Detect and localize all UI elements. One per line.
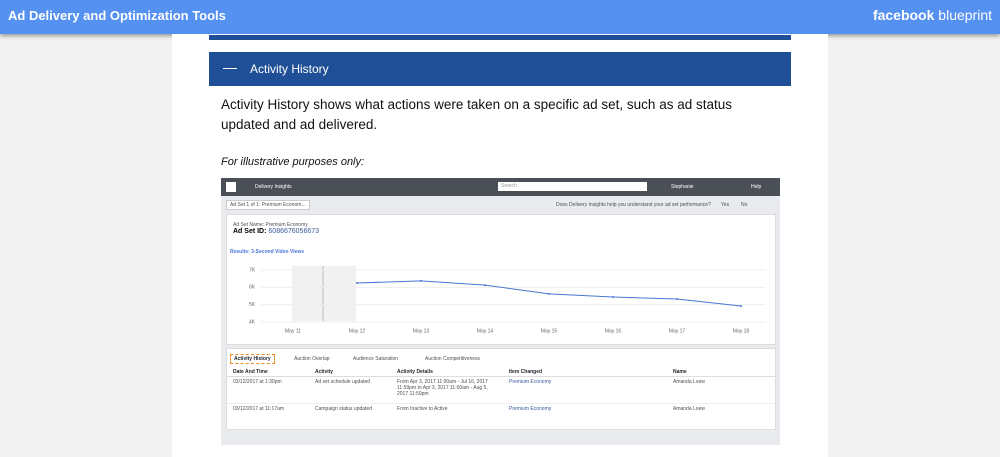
x-tick-label: May 13 — [413, 328, 430, 334]
tab[interactable]: Auction Overlap — [294, 356, 330, 362]
tab[interactable]: Activity History — [230, 354, 275, 364]
column-header: Activity — [315, 369, 334, 375]
note: For illustrative purposes only: — [221, 156, 365, 168]
x-tick-label: May 12 — [349, 328, 366, 334]
y-tick-label: 6K — [249, 285, 256, 291]
row-rule — [227, 403, 775, 404]
dash — [223, 68, 237, 69]
no[interactable]: No — [741, 202, 748, 208]
fb-logo — [226, 182, 236, 192]
y-tick-label: 4K — [249, 319, 256, 325]
cell: Premium Economy — [509, 406, 552, 412]
ad-set-id: Ad Set ID: 6086676056673 — [233, 228, 319, 235]
brand-bold: facebook — [872, 7, 935, 23]
point — [612, 296, 614, 299]
y-tick-label: 5K — [249, 302, 256, 308]
id-value: 6086676056673 — [268, 228, 320, 235]
cell: Premium Economy — [509, 379, 552, 385]
x-tick-label: May 16 — [605, 328, 622, 334]
body-text: Activity History shows what actions were… — [221, 97, 732, 132]
column-header: Name — [673, 369, 687, 375]
header-rule — [227, 376, 775, 377]
x-tick-label: May 17 — [669, 328, 686, 334]
point — [676, 297, 678, 300]
column-header: Date And Time — [233, 369, 268, 375]
cell: Campaign status updated — [315, 406, 372, 412]
column-header: Activity Details — [397, 369, 433, 375]
yes[interactable]: Yes — [721, 202, 730, 208]
y-tick-label: 7K — [249, 267, 256, 273]
tab[interactable]: Audience Saturation — [353, 356, 399, 362]
search[interactable]: Search — [498, 182, 647, 191]
tab[interactable]: Auction Competitiveness — [425, 356, 481, 362]
column-header: Item Changed — [509, 369, 543, 375]
row-rule — [227, 430, 775, 431]
cell: From Inactive to Active — [397, 406, 448, 412]
question: Does Delivery Insights help you understa… — [556, 202, 711, 208]
header-title: Ad Delivery and Optimization Tools — [8, 8, 226, 23]
x-tick-label: May 14 — [477, 328, 494, 334]
screenshot: Delivery Insights Search Stephanie Help … — [221, 178, 780, 445]
cell: Ad set schedule updated — [315, 379, 371, 385]
section-header: Activity History — [209, 52, 791, 86]
nav-help[interactable]: Help — [751, 184, 762, 190]
point — [420, 279, 422, 282]
ad-set-name: Ad Set Name: Premium Economy — [233, 222, 308, 228]
point — [356, 282, 358, 284]
id-label: Ad Set ID: — [233, 228, 267, 235]
cell: Amanda Loew — [673, 406, 705, 412]
cell: From Apr 3, 2017 11:00am - Jul 16, 2017 … — [397, 379, 488, 397]
cell: 03/12/2017 at 1:30pm — [233, 379, 282, 385]
tabs-card: Activity History Auction Overlap Audience … — [226, 348, 776, 431]
top-bar: Ad Delivery and Optimization Tools faceb… — [0, 0, 1000, 34]
brand: facebook blueprint — [873, 7, 992, 23]
section-title: Activity History — [250, 62, 329, 76]
brand-light: blueprint — [938, 7, 992, 23]
highlight — [292, 266, 356, 321]
x-tick-label: May 15 — [541, 328, 558, 334]
x-tick-label: May 18 — [733, 328, 750, 334]
cell: 03/12/2017 at 11:17am — [233, 406, 285, 412]
point — [484, 284, 486, 287]
point — [548, 292, 550, 295]
cell: Amanda Loew — [673, 379, 705, 385]
results[interactable]: Results: 3-Second Video Views — [230, 249, 305, 255]
x-tick-label: May 11 — [285, 328, 301, 334]
divider — [209, 35, 791, 40]
nav-user[interactable]: Stephanie — [671, 184, 694, 190]
nav: Delivery Insights Search Stephanie Help — [221, 178, 780, 196]
nav-tool: Delivery Insights — [255, 184, 292, 190]
point — [740, 305, 742, 308]
chart: 7K 6K 5K 4K May 11 May 12 May 13 May 14 May 15 Ma… — [249, 266, 766, 334]
dropdown[interactable]: Ad Set 1 of 1: Premium Econom... — [226, 200, 310, 210]
